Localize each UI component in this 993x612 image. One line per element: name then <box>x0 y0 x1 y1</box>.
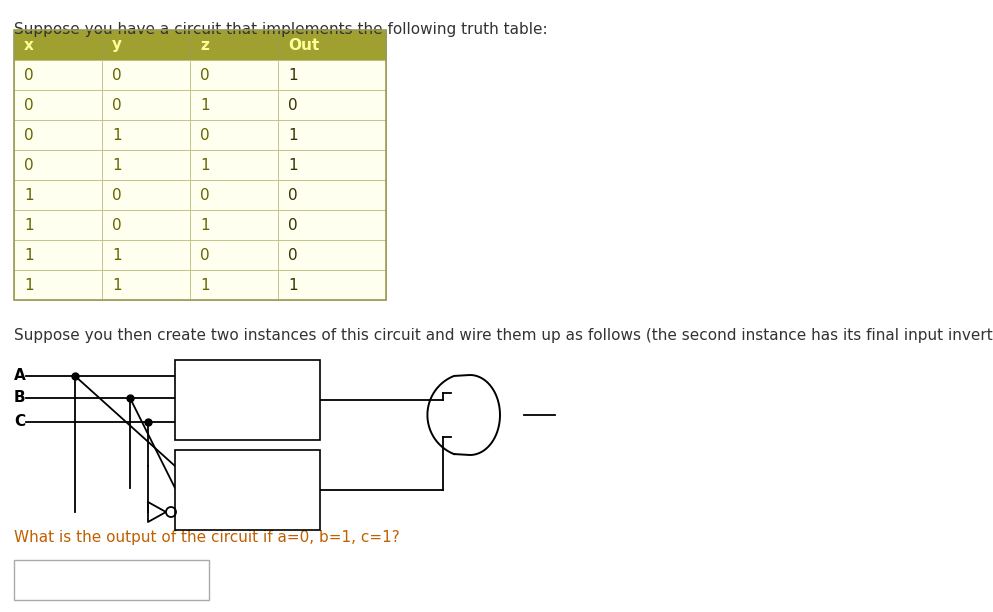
Text: 1: 1 <box>112 247 121 263</box>
Text: 1: 1 <box>200 217 210 233</box>
Text: 0: 0 <box>288 217 298 233</box>
Text: y    table: y table <box>197 393 246 403</box>
Bar <box>102 120 190 150</box>
Bar <box>14 270 102 300</box>
Bar <box>102 210 190 240</box>
Text: 1: 1 <box>112 127 121 143</box>
Bar <box>102 60 190 90</box>
Text: 1: 1 <box>24 277 34 293</box>
Text: 0: 0 <box>112 97 121 113</box>
Bar <box>190 270 278 300</box>
Text: x  Q4 Truth: x Q4 Truth <box>185 371 246 381</box>
Text: 1: 1 <box>112 157 121 173</box>
Text: 0: 0 <box>200 127 210 143</box>
Text: y    table: y table <box>197 483 246 493</box>
Text: 1: 1 <box>288 277 298 293</box>
Text: 1: 1 <box>24 217 34 233</box>
Bar <box>14 240 102 270</box>
Text: What is the output of the circuit if a=0, b=1, c=1?: What is the output of the circuit if a=0… <box>14 530 400 545</box>
Text: 0: 0 <box>24 97 34 113</box>
Bar <box>278 120 386 150</box>
Text: 0: 0 <box>200 67 210 83</box>
Bar <box>102 240 190 270</box>
Bar <box>14 120 102 150</box>
Text: 0: 0 <box>200 187 210 203</box>
Text: 1: 1 <box>288 157 298 173</box>
Bar <box>190 180 278 210</box>
Text: z: z <box>200 37 209 53</box>
Bar <box>190 120 278 150</box>
Text: z: z <box>185 507 191 517</box>
Bar <box>278 240 386 270</box>
Bar <box>278 90 386 120</box>
Bar <box>278 30 386 60</box>
Bar <box>14 210 102 240</box>
Bar <box>14 180 102 210</box>
Text: 0: 0 <box>112 67 121 83</box>
Bar <box>278 150 386 180</box>
Text: A: A <box>14 368 26 384</box>
Text: x: x <box>24 37 34 53</box>
Bar <box>102 150 190 180</box>
Bar <box>278 180 386 210</box>
Bar <box>14 90 102 120</box>
Text: x  Q4 Truth: x Q4 Truth <box>185 461 246 471</box>
Bar <box>278 270 386 300</box>
Text: C: C <box>14 414 25 430</box>
Text: 0: 0 <box>288 247 298 263</box>
Text: 0: 0 <box>24 67 34 83</box>
Bar <box>14 30 386 300</box>
Text: 1: 1 <box>24 187 34 203</box>
Text: 0: 0 <box>288 97 298 113</box>
Text: 0: 0 <box>288 187 298 203</box>
Text: z: z <box>185 417 191 427</box>
Bar <box>102 30 190 60</box>
Bar <box>190 30 278 60</box>
Bar <box>175 450 320 530</box>
Text: 0: 0 <box>200 247 210 263</box>
Text: B: B <box>14 390 26 406</box>
Bar <box>190 210 278 240</box>
Text: 1: 1 <box>288 67 298 83</box>
Bar <box>102 90 190 120</box>
Text: 0: 0 <box>24 127 34 143</box>
Bar <box>102 180 190 210</box>
Text: y: y <box>112 37 122 53</box>
Bar <box>14 560 209 600</box>
Text: 1: 1 <box>200 277 210 293</box>
Bar <box>278 60 386 90</box>
Text: 1: 1 <box>200 157 210 173</box>
Text: 1: 1 <box>200 97 210 113</box>
Bar <box>278 210 386 240</box>
Bar <box>190 60 278 90</box>
Bar <box>190 150 278 180</box>
Text: 1: 1 <box>288 127 298 143</box>
Text: 0: 0 <box>24 157 34 173</box>
Text: Out: Out <box>288 37 320 53</box>
Text: Suppose you then create two instances of this circuit and wire them up as follow: Suppose you then create two instances of… <box>14 328 993 343</box>
Bar <box>190 240 278 270</box>
Text: 0: 0 <box>112 217 121 233</box>
Bar <box>190 90 278 120</box>
Bar <box>14 30 102 60</box>
Text: Suppose you have a circuit that implements the following truth table:: Suppose you have a circuit that implemen… <box>14 22 547 37</box>
Text: 1: 1 <box>112 277 121 293</box>
Bar <box>14 150 102 180</box>
Text: 0: 0 <box>112 187 121 203</box>
Bar <box>175 360 320 440</box>
Bar <box>14 60 102 90</box>
Text: 1: 1 <box>24 247 34 263</box>
Bar <box>102 270 190 300</box>
